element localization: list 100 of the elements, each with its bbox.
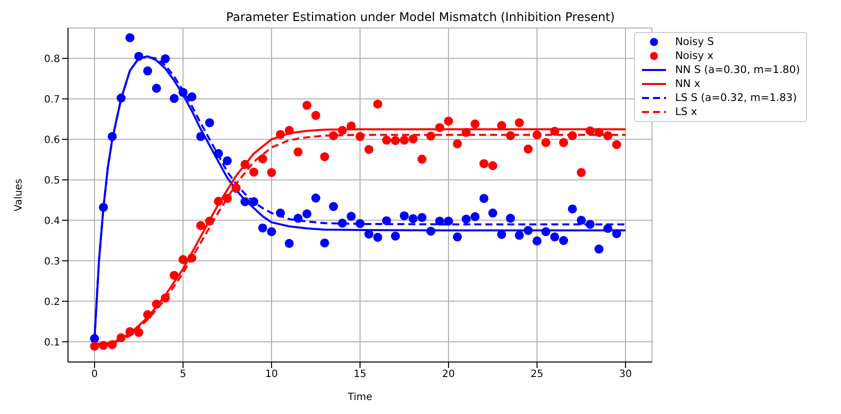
point	[417, 154, 426, 164]
point	[497, 121, 506, 130]
point	[160, 54, 170, 64]
point	[125, 33, 134, 42]
point	[479, 194, 488, 203]
point	[373, 100, 382, 109]
point	[559, 236, 568, 246]
point	[276, 130, 285, 139]
point	[435, 216, 444, 226]
point	[559, 138, 568, 148]
point	[524, 226, 533, 235]
point	[532, 236, 542, 246]
point	[506, 131, 515, 140]
point	[356, 132, 365, 142]
point	[284, 126, 294, 135]
point	[98, 340, 108, 350]
point	[294, 214, 303, 223]
point	[426, 226, 436, 236]
point	[284, 238, 294, 248]
point	[160, 294, 170, 303]
legend-label: Noisy S	[675, 35, 714, 49]
point	[408, 134, 418, 144]
point	[338, 218, 347, 228]
x-tick-label: 0	[91, 369, 98, 380]
point	[462, 214, 471, 224]
point	[435, 123, 444, 132]
point	[205, 216, 214, 226]
point	[452, 139, 462, 148]
point	[320, 238, 330, 248]
point	[116, 333, 126, 342]
x-tick-label: 30	[619, 369, 632, 380]
point	[116, 94, 126, 103]
y-tick-label: 0.4	[44, 216, 60, 227]
point	[346, 212, 356, 221]
point	[276, 208, 285, 218]
point	[390, 232, 400, 241]
point	[550, 126, 560, 136]
point	[514, 118, 524, 128]
point	[488, 161, 498, 170]
point	[612, 229, 622, 238]
point	[108, 132, 117, 142]
point	[444, 216, 454, 226]
point	[302, 100, 312, 110]
point	[488, 208, 498, 218]
point	[249, 168, 258, 177]
point	[514, 230, 524, 240]
point	[328, 202, 338, 212]
point	[576, 168, 586, 178]
x-tick-label: 15	[354, 369, 366, 380]
point	[568, 131, 577, 140]
point	[267, 168, 276, 178]
point	[479, 159, 488, 168]
point	[143, 310, 152, 320]
point	[143, 66, 152, 76]
legend-label: NN S (a=0.30, m=1.80)	[675, 63, 800, 77]
point	[390, 136, 400, 146]
point	[170, 270, 179, 280]
point	[178, 255, 188, 264]
point	[568, 204, 577, 214]
point	[214, 196, 223, 206]
point	[258, 223, 268, 232]
y-tick-label: 0.8	[44, 54, 60, 65]
point	[382, 136, 392, 145]
point	[249, 197, 258, 206]
point	[470, 212, 480, 222]
point	[586, 220, 595, 229]
point	[214, 149, 223, 158]
point	[576, 216, 586, 225]
point	[506, 214, 515, 223]
point	[125, 327, 134, 336]
point	[187, 92, 196, 102]
point	[222, 194, 232, 203]
y-tick-label: 0.3	[44, 256, 60, 268]
point	[452, 232, 462, 242]
point	[240, 160, 250, 169]
point	[364, 144, 374, 154]
x-tick-label: 5	[180, 369, 186, 380]
point	[90, 334, 100, 344]
legend-label: LS S (a=0.32, m=1.83)	[675, 91, 797, 105]
point	[170, 94, 179, 103]
point	[258, 154, 268, 164]
x-tick-label: 20	[442, 369, 455, 380]
point	[152, 300, 162, 309]
point	[240, 197, 250, 206]
point	[205, 118, 214, 128]
point	[541, 138, 550, 148]
point	[417, 212, 426, 222]
point	[311, 194, 320, 203]
point	[470, 119, 480, 128]
point	[294, 147, 303, 156]
legend-label: Noisy x	[675, 49, 714, 63]
point	[532, 130, 542, 140]
point	[594, 128, 604, 137]
y-tick-label: 0.7	[44, 94, 60, 106]
point	[541, 227, 550, 236]
point	[267, 227, 276, 236]
y-tick-label: 0.2	[44, 296, 60, 308]
point	[444, 116, 454, 126]
point	[222, 156, 232, 166]
x-tick-label: 25	[530, 369, 544, 380]
